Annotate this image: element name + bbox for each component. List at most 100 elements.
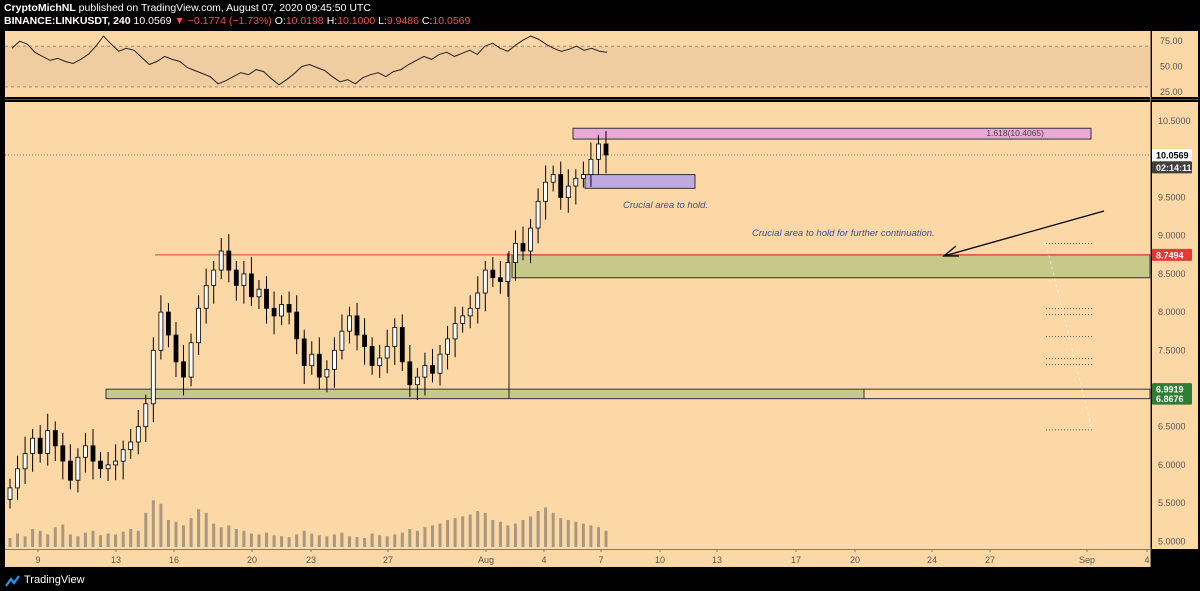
volume-bar [166, 520, 170, 547]
volume-bar [212, 523, 216, 547]
ohlc-o-label: O: [274, 15, 286, 27]
time-axis-bg [5, 549, 1150, 567]
volume-bar [597, 527, 600, 547]
volume-bar [446, 520, 450, 547]
price-panel-bg [5, 102, 1150, 549]
price-tick-label: 7.5000 [1158, 345, 1186, 355]
candle [339, 330, 345, 351]
candle [467, 307, 473, 317]
support-top-tag-bg [1152, 383, 1192, 396]
volume-bar [332, 534, 336, 547]
price-tick-label: 8.0000 [1158, 307, 1186, 317]
support-top-tag: 6.9919 [1156, 385, 1184, 395]
volume-bar [129, 529, 133, 547]
ohlc-l: 9.9486 [386, 15, 419, 27]
candle [452, 323, 458, 340]
footer-bar: TradingView [0, 571, 1200, 591]
volume-bar [31, 529, 35, 547]
candle [37, 437, 43, 454]
volume-bar [227, 525, 231, 547]
candle [377, 357, 383, 366]
volume-bar [159, 503, 163, 547]
volume-bar [265, 532, 268, 547]
annotation-crucial-hold: Crucial area to hold. [623, 200, 708, 211]
candle [150, 349, 156, 405]
candle [105, 464, 111, 470]
author-name[interactable]: CryptoMichNL [4, 2, 76, 14]
price-axis-bg [1152, 102, 1198, 549]
countdown-tag-bg [1152, 161, 1192, 174]
candle [565, 185, 571, 199]
candle [399, 326, 405, 363]
volume-bar [521, 520, 525, 547]
candle [362, 334, 368, 348]
candle [324, 368, 330, 378]
volume-bar [423, 527, 427, 547]
time-tick-label: 13 [111, 555, 121, 565]
footer-brand[interactable]: TradingView [24, 574, 85, 586]
candle [354, 315, 360, 336]
candle [218, 250, 224, 271]
time-tick-label: 17 [791, 555, 801, 565]
price-tick-label: 6.0000 [1158, 460, 1186, 470]
candle [158, 311, 164, 351]
candle [120, 449, 126, 462]
volume-bar [514, 523, 517, 547]
candle [513, 242, 518, 263]
ohlc-l-label: L: [378, 15, 387, 27]
support-bottom-tag-bg [1152, 392, 1192, 405]
rsi-tick-label: 50.00 [1160, 62, 1183, 72]
time-tick-label: 24 [927, 555, 937, 565]
candle [316, 353, 322, 378]
candle [68, 460, 73, 481]
candle [248, 273, 254, 298]
price-tick-label: 10.5000 [1158, 116, 1191, 126]
price-tick-label: 9.0000 [1158, 231, 1186, 241]
volume-bar [287, 537, 291, 547]
candle [445, 338, 451, 355]
volume-bar [378, 535, 382, 547]
candle [30, 437, 36, 454]
volume-bar [136, 530, 140, 547]
tradingview-logo-icon [5, 575, 20, 587]
candle [188, 342, 194, 378]
volume-bar [393, 534, 397, 547]
candle [22, 453, 28, 470]
symbol-label[interactable]: BINANCE:LINKUSDT, 240 [4, 15, 131, 27]
candle [241, 273, 247, 286]
volume-bar [415, 530, 419, 547]
volume-bar [468, 514, 472, 547]
candle [407, 361, 413, 386]
time-tick-label: 27 [383, 555, 393, 565]
candle [203, 284, 209, 309]
volume-bar [529, 516, 533, 547]
candle [52, 430, 58, 447]
volume-bar [438, 523, 442, 547]
time-tick-label: 4 [1144, 555, 1149, 565]
volume-bar [544, 507, 548, 547]
volume-bar [68, 534, 72, 547]
ohlc-c-label: C: [421, 15, 433, 27]
annotation-arrow-head [942, 245, 959, 257]
time-tick-label: 4 [541, 555, 546, 565]
volume-bar [566, 520, 570, 547]
candle [430, 365, 435, 374]
volume-bar [574, 521, 578, 547]
breakout-zone [511, 254, 1151, 279]
volume-bar [581, 523, 585, 547]
countdown-tag: 02:14:11 [1156, 163, 1192, 173]
candle [475, 292, 481, 309]
crucial-hold-zone [584, 174, 696, 189]
volume-bar [189, 518, 193, 547]
time-tick-label: 9 [35, 555, 40, 565]
volume-bar [257, 534, 261, 547]
volume-bar [46, 534, 50, 547]
volume-bar [242, 530, 246, 547]
volume-bar [8, 538, 12, 547]
rsi-tick-label: 75.00 [1160, 36, 1183, 46]
candle [271, 307, 277, 317]
volume-bar [219, 527, 223, 547]
annotation-arrow-shaft [943, 210, 1105, 257]
candle [550, 174, 556, 183]
